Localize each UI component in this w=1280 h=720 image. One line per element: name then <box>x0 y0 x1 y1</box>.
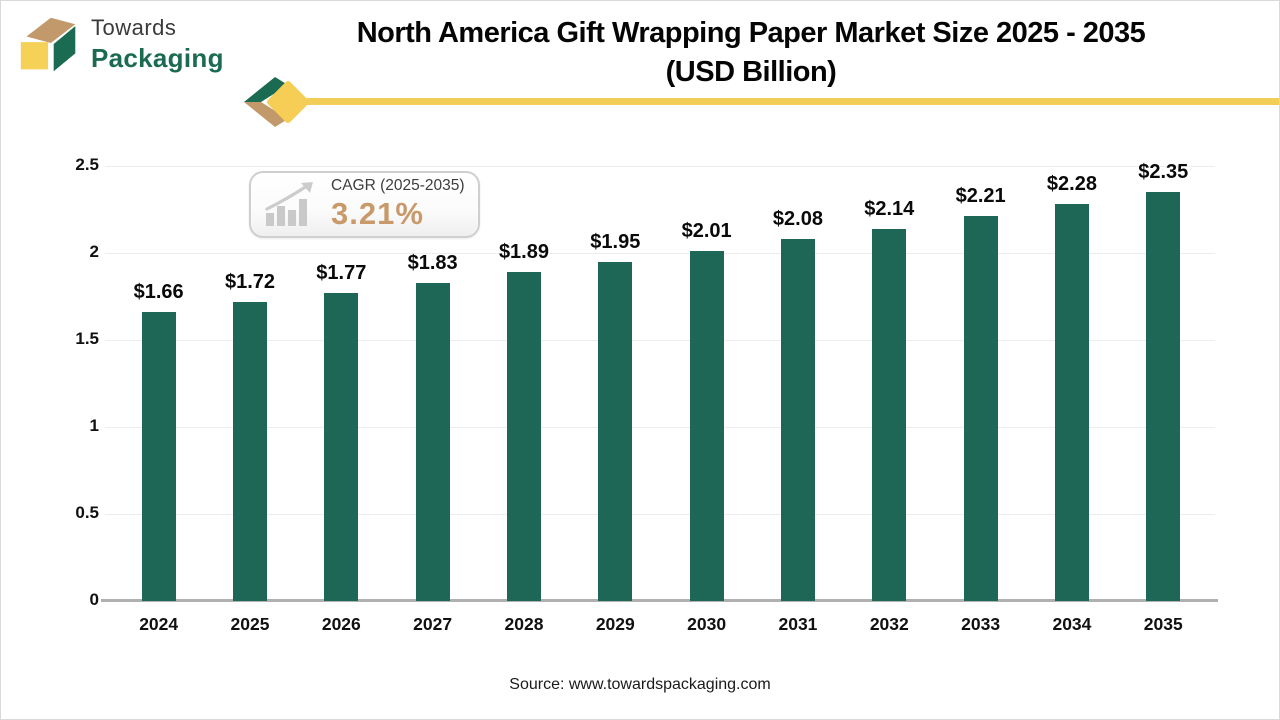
growth-bar-chart-icon <box>265 181 313 226</box>
bar-column: $2.14 <box>844 166 935 601</box>
bar-column: $1.83 <box>387 166 478 601</box>
source-attribution: Source: www.towardspackaging.com <box>509 676 771 693</box>
bar <box>141 312 176 601</box>
cagr-text: CAGR (2025-2035) 3.21% <box>331 177 465 232</box>
bar <box>598 261 633 601</box>
bar-value-label: $1.72 <box>224 270 276 293</box>
y-tick-label: 2.5 <box>75 155 99 174</box>
cagr-badge: CAGR (2025-2035) 3.21% <box>249 171 480 238</box>
bar-value-label: $2.21 <box>955 185 1006 208</box>
bar <box>506 272 541 601</box>
x-axis-labels: 2024 2025 2026 2027 2028 2029 2030 2031 2032 2033… <box>113 614 1209 635</box>
brand-name-line2: Packaging <box>91 42 224 73</box>
x-tick-label: 2027 <box>413 614 453 634</box>
title-underline <box>299 98 1279 105</box>
bar-column: $1.95 <box>570 166 661 601</box>
bar <box>415 282 450 601</box>
x-tick-label: 2030 <box>687 614 727 634</box>
y-tick-label: 1 <box>89 416 99 435</box>
bar-value-label: $2.01 <box>681 220 732 243</box>
bar-value-label: $2.35 <box>1138 161 1189 184</box>
bar-column: $2.21 <box>935 166 1026 601</box>
gridline <box>105 513 1215 515</box>
x-axis-line <box>101 599 1218 602</box>
cagr-value: 3.21% <box>331 196 424 231</box>
y-tick-label: 0.5 <box>75 503 99 522</box>
brand-name: Towards Packaging <box>91 15 224 74</box>
gridline <box>105 339 1215 341</box>
bar <box>872 228 907 601</box>
x-tick-label: 2029 <box>595 614 635 634</box>
x-tick-label: 2034 <box>1052 614 1092 634</box>
bar-column: $2.08 <box>752 166 843 601</box>
x-tick-label: 2031 <box>778 614 818 634</box>
bar <box>1054 204 1089 601</box>
x-tick-label: 2024 <box>139 614 179 634</box>
bar-column: $1.89 <box>478 166 569 601</box>
brand-logo: Towards Packaging <box>17 13 224 75</box>
packaging-cube-icon <box>20 17 76 72</box>
bar-value-label: $1.89 <box>498 241 549 264</box>
x-tick-label: 2035 <box>1143 614 1183 634</box>
bar-value-label: $1.77 <box>316 262 367 285</box>
x-tick-label: 2026 <box>321 614 361 634</box>
bar <box>1146 192 1181 601</box>
x-tick-label: 2028 <box>504 614 544 634</box>
bar-column: $2.35 <box>1118 161 1209 601</box>
bar <box>963 216 998 601</box>
bar-column: $1.77 <box>296 166 387 601</box>
bar <box>232 301 267 601</box>
brand-name-line1: Towards <box>91 14 177 40</box>
x-tick-label: 2033 <box>961 614 1001 634</box>
bar-value-label: $2.14 <box>864 197 915 220</box>
bars-area: $1.66 $1.72 $1.77 $1.83 $1.89 $1.95 $2.01 $2.08… <box>113 161 1209 601</box>
bar-value-label: $1.66 <box>133 281 184 304</box>
bar-column: $2.01 <box>661 166 752 601</box>
bar-column: $1.66 <box>113 166 204 601</box>
bar <box>780 239 815 601</box>
gridline <box>105 165 1215 167</box>
bar-value-label: $1.83 <box>407 251 458 274</box>
bar-value-label: $2.28 <box>1046 173 1097 196</box>
y-tick-label: 2 <box>89 242 99 261</box>
bar-value-label: $1.95 <box>590 230 641 253</box>
gridline <box>105 426 1215 428</box>
bar <box>689 251 724 601</box>
chart-title-line1: North America Gift Wrapping Paper Market… <box>356 17 1146 49</box>
x-tick-label: 2025 <box>230 614 270 634</box>
bar-value-label: $2.08 <box>772 208 823 231</box>
y-tick-label: 0 <box>89 590 99 609</box>
bar-column: $1.72 <box>204 166 295 601</box>
bar-column: $2.28 <box>1026 166 1117 601</box>
y-tick-label: 1.5 <box>75 329 99 348</box>
cagr-label: CAGR (2025-2035) <box>331 177 465 194</box>
bar <box>324 293 359 601</box>
x-tick-label: 2032 <box>869 614 909 634</box>
chart-title: North America Gift Wrapping Paper Market… <box>271 17 1231 89</box>
gridline <box>105 252 1215 254</box>
chart-title-line2: (USD Billion) <box>665 56 837 88</box>
